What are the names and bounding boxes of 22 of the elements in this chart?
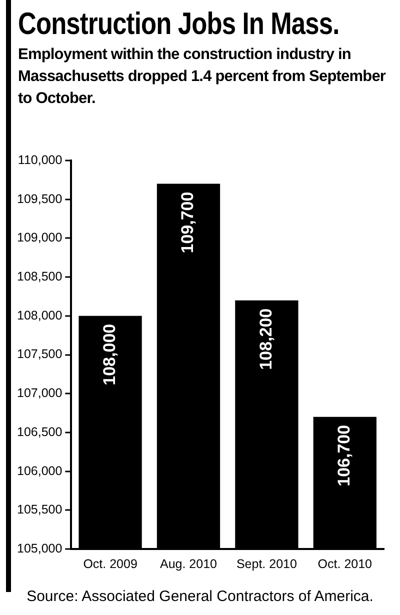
y-tick-label: 107,500 xyxy=(16,347,62,362)
y-tick-label: 105,000 xyxy=(16,541,62,556)
source-note: Source: Associated General Contractors of America. xyxy=(26,588,374,605)
y-tick-label: 108,000 xyxy=(16,308,62,322)
y-tick-label: 110,000 xyxy=(18,152,62,167)
data-label: 108,000 xyxy=(100,324,119,386)
data-label: 108,200 xyxy=(256,308,276,370)
data-label: 109,700 xyxy=(178,192,198,254)
x-tick-label: Sept. 2010 xyxy=(236,556,297,571)
data-label: 106,700 xyxy=(334,424,354,486)
y-tick-label: 109,000 xyxy=(16,230,62,245)
chart-title: Construction Jobs In Mass. xyxy=(18,6,340,42)
x-tick-label: Oct. 2010 xyxy=(318,556,372,571)
y-tick-label: 107,000 xyxy=(16,386,62,400)
x-tick-label: Aug. 2010 xyxy=(160,556,218,571)
y-tick-label: 105,500 xyxy=(16,502,62,517)
x-tick-label: Oct. 2009 xyxy=(83,556,138,571)
chart-subtitle: Employment within the construction industry in Massachusetts dropped 1.4 percent from September to October. xyxy=(18,45,387,109)
y-tick-label: 109,500 xyxy=(16,192,62,206)
y-tick-label: 108,500 xyxy=(16,270,62,284)
y-tick-label: 106,500 xyxy=(16,424,62,439)
y-tick-label: 106,000 xyxy=(16,464,62,478)
